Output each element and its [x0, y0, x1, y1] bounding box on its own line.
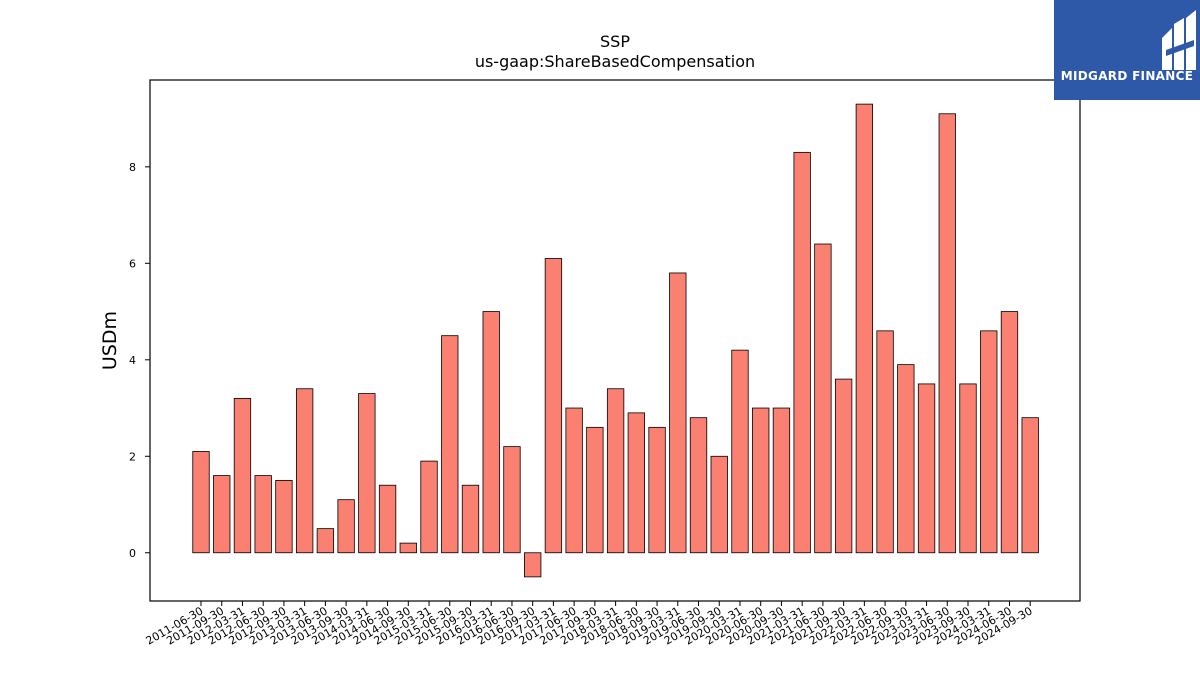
midgard-logo-icon: [1162, 10, 1196, 70]
bar: [606, 388, 625, 554]
bar: [814, 243, 832, 554]
bar: [627, 412, 645, 554]
y-tick-label: 0: [129, 547, 136, 560]
bar: [316, 528, 335, 554]
chart-subtitle: us-gaap:ShareBasedCompensation: [474, 52, 756, 71]
bar: [192, 451, 210, 554]
bar: [254, 475, 272, 554]
bar: [876, 330, 894, 554]
bar: [669, 272, 687, 554]
logo-text: MIDGARD FINANCE: [1060, 69, 1194, 83]
bar: [897, 364, 915, 554]
bar: [213, 475, 231, 554]
bar: [358, 393, 376, 554]
bar: [731, 349, 749, 554]
bar: [275, 479, 293, 554]
bar: [980, 330, 998, 554]
bar: [295, 388, 314, 554]
y-tick-label: 6: [129, 257, 136, 270]
bar: [793, 151, 811, 554]
bar: [772, 407, 791, 554]
bar: [399, 542, 417, 554]
bar: [752, 407, 770, 554]
bar: [565, 407, 583, 554]
chart-title: SSP: [600, 32, 630, 51]
bar: [938, 113, 956, 554]
bar: [544, 258, 563, 554]
y-tick-label: 4: [129, 354, 136, 367]
bar: [1000, 311, 1019, 554]
bar: [420, 460, 438, 554]
bar: [959, 383, 977, 554]
bar: [482, 311, 500, 554]
bar: [524, 552, 542, 578]
bar: [586, 426, 604, 554]
brand-logo: MIDGARD FINANCE: [1054, 0, 1200, 100]
bar: [917, 383, 936, 554]
plot-frame: [149, 79, 1081, 602]
y-tick-label: 8: [129, 161, 136, 174]
bar: [689, 417, 708, 554]
bar: [337, 499, 355, 554]
bar: [648, 426, 666, 554]
bar: [233, 397, 252, 554]
bar: [441, 335, 459, 554]
bar: [461, 484, 480, 554]
bar: [378, 484, 397, 554]
bar: [710, 455, 728, 554]
y-axis-label: USDm: [99, 311, 121, 370]
bar: [834, 378, 853, 554]
y-tick-label: 2: [129, 450, 136, 463]
bar: [1021, 417, 1039, 554]
bar: [503, 446, 521, 554]
bar: [855, 103, 874, 554]
